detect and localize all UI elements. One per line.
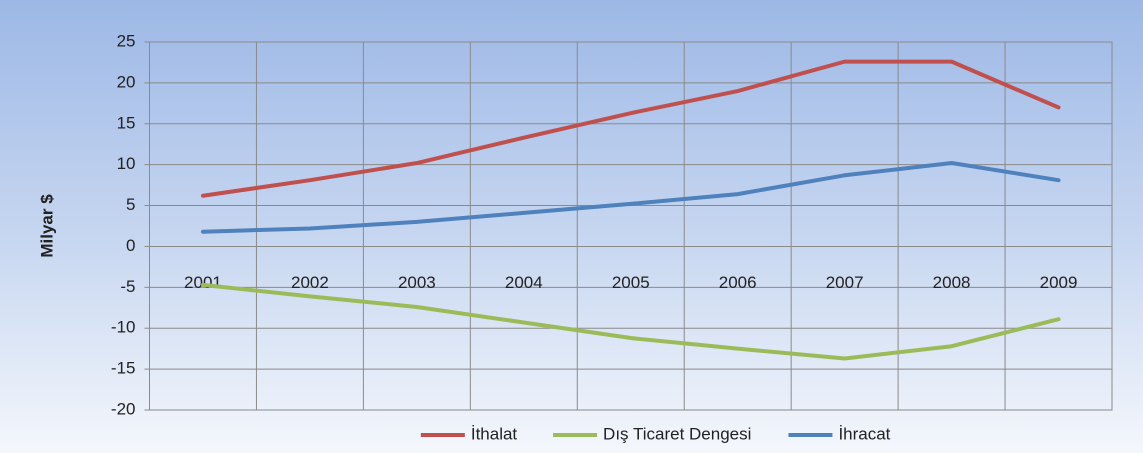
x-tick-label: 2002	[291, 273, 329, 292]
y-axis-label: Milyar $	[37, 194, 56, 258]
series-line	[200, 59, 1061, 198]
x-tick-label: 2005	[612, 273, 650, 292]
y-tick-label: 20	[117, 72, 136, 91]
y-tick-label: -20	[111, 399, 136, 418]
x-tick-label: 2009	[1040, 273, 1078, 292]
y-tick-label: -15	[111, 359, 136, 378]
x-tick-label: 2001	[184, 273, 222, 292]
legend-label: Dış Ticaret Dengesi	[603, 424, 751, 443]
legend-label: İthalat	[471, 424, 518, 443]
y-tick-label: 15	[117, 113, 136, 132]
x-tick-label: 2008	[933, 273, 971, 292]
x-tick-label: 2003	[398, 273, 436, 292]
y-tick-label: -5	[120, 277, 135, 296]
legend-label: İhracat	[838, 424, 890, 443]
y-tick-label: 10	[117, 154, 136, 173]
x-tick-label: 2006	[719, 273, 757, 292]
y-tick-label: 0	[126, 236, 135, 255]
x-tick-label: 2004	[505, 273, 543, 292]
y-tick-label: -10	[111, 318, 136, 337]
series-line	[200, 282, 1061, 361]
y-tick-label: 5	[126, 195, 135, 214]
y-tick-label: 25	[117, 31, 136, 50]
x-tick-label: 2007	[826, 273, 864, 292]
series-line	[200, 161, 1061, 234]
